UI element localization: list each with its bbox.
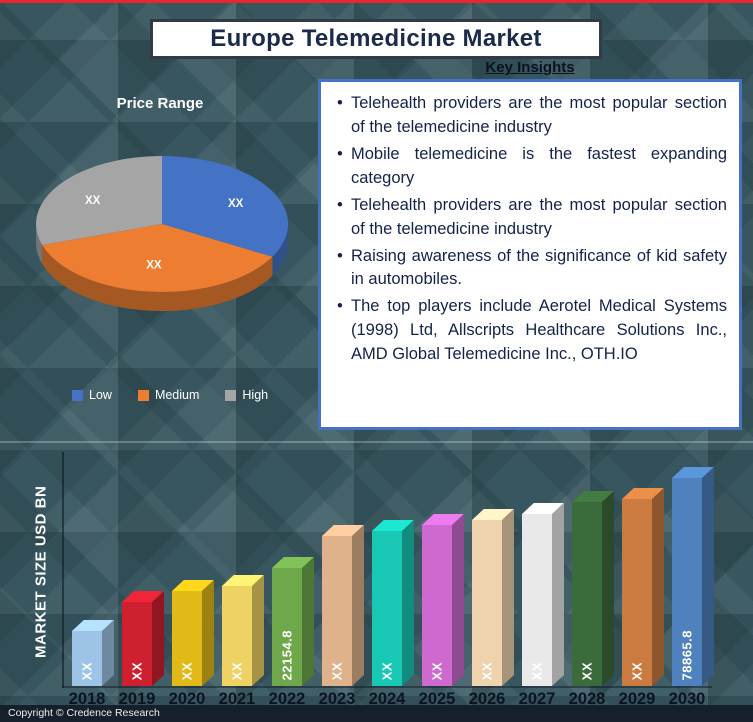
pie-slice-label: XX — [85, 195, 101, 207]
legend-swatch-medium — [137, 389, 149, 401]
x-axis-label-2023: 2023 — [318, 690, 356, 708]
x-axis-label-2025: 2025 — [418, 690, 456, 708]
key-insights-list: Telehealth providers are the most popula… — [333, 92, 727, 367]
bar-chart-y-axis-line — [62, 452, 64, 688]
legend-swatch-high — [225, 389, 237, 401]
bar-value-label: XX — [529, 661, 545, 680]
pie-chart-title: Price Range — [116, 95, 204, 112]
bar-2018: XX — [72, 620, 114, 686]
bar-chart: XX XX XX XX 22154.8 XX XX XX XX XX XX XX 78865.8 — [64, 455, 726, 686]
bar-value-label: XX — [379, 661, 395, 680]
bar-side-face — [602, 491, 614, 686]
legend-label-high: High — [242, 388, 269, 402]
bar-value-label: XX — [79, 661, 95, 680]
x-axis-label-2018: 2018 — [68, 690, 106, 708]
legend-item-high: High — [225, 388, 268, 402]
x-axis-label-2022: 2022 — [268, 690, 306, 708]
bar-side-face — [702, 467, 714, 686]
x-axis-label-2030: 2030 — [668, 690, 706, 708]
insight-item: Mobile telemedicine is the fastest expan… — [333, 143, 727, 191]
bar-2029: XX — [622, 488, 664, 686]
x-axis-label-2027: 2027 — [518, 690, 556, 708]
insight-item: Raising awareness of the significance of… — [333, 245, 727, 293]
bar-2019: XX — [122, 591, 164, 686]
pie-chart-svg: XX XX XX — [36, 156, 289, 311]
bar-side-face — [102, 620, 114, 686]
top-accent-line — [0, 0, 753, 3]
pie-slice-side — [36, 224, 43, 264]
bar-value-label: XX — [329, 661, 345, 680]
bar-side-face — [452, 514, 464, 686]
bar-chart-years: 2018 2019 2020 2021 2022 2023 2024 2025 2026 2027… — [64, 690, 748, 712]
pie-slice-medium — [42, 224, 273, 292]
insight-item: Telehealth providers are the most popula… — [333, 92, 727, 140]
bar-value-label: XX — [179, 661, 195, 680]
bar-chart-baseline — [62, 686, 712, 688]
bar-value-label: XX — [429, 661, 445, 680]
x-axis-label-2021: 2021 — [218, 690, 256, 708]
legend-swatch-low — [72, 389, 83, 401]
section-divider-line — [0, 441, 753, 443]
bar-value-label: XX — [479, 661, 495, 680]
bar-2030: 78865.8 — [672, 467, 714, 686]
pie-slice-low — [162, 156, 289, 257]
bar-side-face — [202, 580, 214, 686]
bar-side-face — [402, 520, 414, 686]
bar-2021: XX — [222, 575, 264, 686]
pie-slice-side — [42, 245, 273, 311]
bar-side-face — [152, 591, 164, 686]
bar-value-label: XX — [129, 661, 145, 680]
bar-side-face — [502, 509, 514, 686]
bar-side-face — [552, 503, 564, 686]
legend-label-low: Low — [89, 388, 112, 402]
copyright-bar: Copyright © Credence Research — [0, 705, 753, 722]
page-title: Europe Telemedicine Market — [150, 19, 602, 59]
bar-2022: 22154.8 — [272, 557, 314, 686]
bar-2020: XX — [172, 580, 214, 686]
x-axis-label-2024: 2024 — [368, 690, 406, 708]
bar-side-face — [352, 525, 364, 686]
x-axis-label-2019: 2019 — [118, 690, 156, 708]
pie-slice-label: XX — [146, 260, 162, 272]
legend-label-medium: Medium — [154, 388, 200, 402]
bar-chart-y-axis-label: MARKET SIZE USD BN — [32, 485, 50, 659]
bar-value-label: XX — [579, 661, 595, 680]
bar-2024: XX — [372, 520, 414, 686]
key-insights-heading: Key Insights — [485, 59, 575, 76]
insight-item: The top players include Aerotel Medical … — [333, 295, 727, 367]
legend-item-medium: Medium — [137, 388, 200, 402]
bar-side-face — [302, 557, 314, 686]
bar-2023: XX — [322, 525, 364, 686]
bar-2025: XX — [422, 514, 464, 686]
bar-2028: XX — [572, 491, 614, 686]
x-axis-label-2029: 2029 — [618, 690, 656, 708]
bar-value-label: 22154.8 — [279, 629, 295, 681]
insight-item: Telehealth providers are the most popula… — [333, 194, 727, 242]
bar-value-label: XX — [629, 661, 645, 680]
pie-legend: Low Medium High — [72, 388, 268, 402]
legend-item-low: Low — [72, 388, 112, 402]
x-axis-label-2028: 2028 — [568, 690, 606, 708]
bar-value-label: 78865.8 — [679, 629, 695, 681]
pie-slice-high — [36, 156, 162, 245]
bar-value-label: XX — [229, 661, 245, 680]
bar-2026: XX — [472, 509, 514, 686]
pie-slice-label: XX — [228, 198, 244, 210]
bar-side-face — [252, 575, 264, 686]
bar-side-face — [652, 488, 664, 686]
key-insights-box: Telehealth providers are the most popula… — [318, 79, 742, 430]
x-axis-label-2020: 2020 — [168, 690, 206, 708]
pie-slice-side — [272, 224, 288, 276]
bar-2027: XX — [522, 503, 564, 686]
x-axis-label-2026: 2026 — [468, 690, 506, 708]
